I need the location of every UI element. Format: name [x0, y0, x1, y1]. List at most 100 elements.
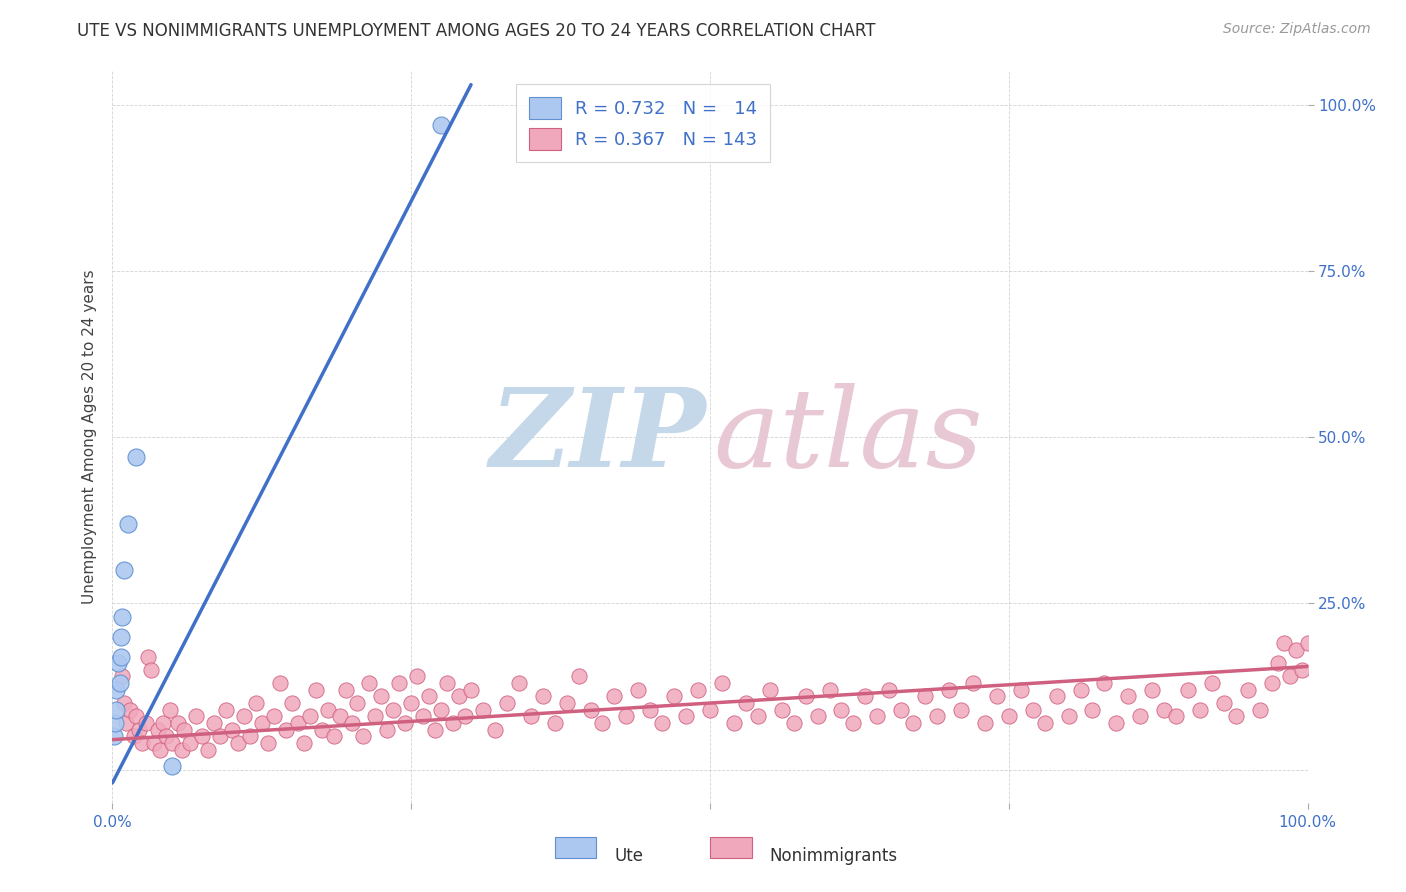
Point: [1022, 703, 1045, 717]
Point: [269, 676, 291, 690]
Point: [107, 656, 129, 670]
Point: [1129, 709, 1152, 723]
Point: [441, 716, 464, 731]
Point: [197, 742, 219, 756]
Point: [131, 736, 153, 750]
Point: [329, 709, 352, 723]
Point: [866, 709, 889, 723]
Point: [311, 723, 333, 737]
Point: [1291, 663, 1313, 677]
Point: [430, 703, 453, 717]
Point: [233, 709, 256, 723]
Point: [146, 723, 169, 737]
Point: [1081, 703, 1104, 717]
Point: [120, 703, 142, 717]
Point: [202, 716, 225, 731]
Point: [1278, 669, 1301, 683]
Point: [1094, 676, 1116, 690]
Point: [425, 723, 447, 737]
Point: [616, 709, 638, 723]
Point: [579, 703, 602, 717]
Point: [1261, 676, 1284, 690]
Point: [110, 649, 132, 664]
Point: [287, 716, 309, 731]
Point: [938, 682, 960, 697]
Point: [143, 736, 166, 750]
Point: [627, 682, 650, 697]
Point: [114, 696, 135, 710]
Point: [292, 736, 315, 750]
Point: [117, 516, 139, 531]
Point: [568, 669, 591, 683]
Point: [114, 716, 136, 731]
Point: [105, 703, 128, 717]
Point: [186, 709, 208, 723]
Point: [1033, 716, 1056, 731]
Point: [472, 703, 495, 717]
Point: [104, 716, 127, 731]
Point: [950, 703, 973, 717]
Point: [108, 676, 131, 690]
Point: [125, 709, 148, 723]
Point: [592, 716, 614, 731]
Point: [1189, 703, 1212, 717]
Point: [226, 736, 249, 750]
Point: [1267, 656, 1289, 670]
Point: [125, 450, 148, 464]
Point: [1105, 716, 1128, 731]
Point: [340, 716, 363, 731]
Point: [1285, 643, 1308, 657]
Point: [263, 709, 285, 723]
Point: [128, 723, 150, 737]
Point: [1237, 682, 1260, 697]
Point: [281, 696, 304, 710]
Point: [191, 729, 214, 743]
Point: [794, 690, 817, 704]
Point: [401, 696, 423, 710]
Point: [179, 736, 201, 750]
Point: [430, 118, 453, 132]
Point: [364, 709, 387, 723]
Point: [418, 690, 440, 704]
Text: UTE VS NONIMMIGRANTS UNEMPLOYMENT AMONG AGES 20 TO 24 YEARS CORRELATION CHART: UTE VS NONIMMIGRANTS UNEMPLOYMENT AMONG …: [77, 22, 876, 40]
Point: [675, 709, 697, 723]
Point: [927, 709, 949, 723]
Point: [914, 690, 936, 704]
Point: [412, 709, 434, 723]
Point: [1177, 682, 1199, 697]
Point: [370, 690, 392, 704]
Point: [114, 563, 135, 577]
Point: [447, 690, 470, 704]
Point: [110, 630, 132, 644]
Point: [962, 676, 984, 690]
Text: ZIP: ZIP: [489, 384, 706, 491]
Point: [245, 696, 267, 710]
Y-axis label: Unemployment Among Ages 20 to 24 years: Unemployment Among Ages 20 to 24 years: [82, 269, 97, 605]
Point: [699, 703, 721, 717]
Point: [111, 669, 134, 683]
Point: [103, 729, 125, 743]
Point: [138, 649, 160, 664]
Point: [111, 609, 134, 624]
Point: [162, 736, 183, 750]
Point: [170, 742, 193, 756]
Point: [986, 690, 1008, 704]
Point: [831, 703, 853, 717]
Point: [1272, 636, 1295, 650]
Point: [1225, 709, 1247, 723]
Point: [436, 676, 458, 690]
Point: [1046, 690, 1069, 704]
Point: [520, 709, 543, 723]
Point: [688, 682, 710, 697]
Point: [855, 690, 877, 704]
Point: [747, 709, 769, 723]
Point: [1153, 703, 1175, 717]
Point: [135, 716, 157, 731]
Point: [1070, 682, 1092, 697]
Point: [250, 716, 273, 731]
Point: [818, 682, 841, 697]
Point: [298, 709, 321, 723]
Text: Nonimmigrants: Nonimmigrants: [770, 847, 898, 864]
Point: [105, 682, 128, 697]
Text: Source: ZipAtlas.com: Source: ZipAtlas.com: [1223, 22, 1371, 37]
